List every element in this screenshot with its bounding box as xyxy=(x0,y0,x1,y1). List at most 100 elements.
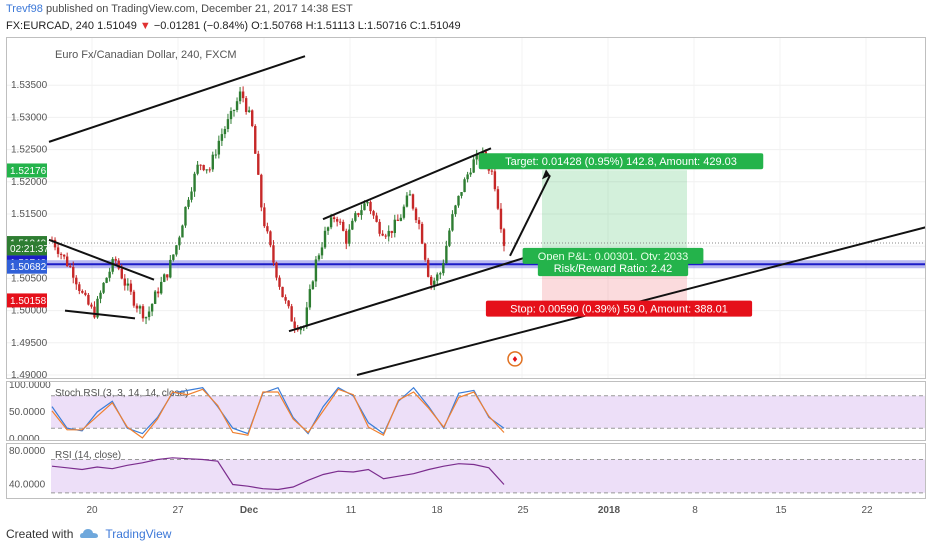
candle-body xyxy=(351,220,354,230)
candle-body xyxy=(360,210,363,216)
trend-line-long-support xyxy=(356,226,925,376)
candle-body xyxy=(451,214,454,231)
candle-body xyxy=(257,153,260,175)
candle-body xyxy=(414,208,418,221)
candle-body xyxy=(208,169,211,171)
candle-body xyxy=(175,245,178,255)
candle-body xyxy=(56,247,60,254)
candle-body xyxy=(287,300,290,307)
candle-body xyxy=(442,263,445,274)
price-tag xyxy=(7,241,47,256)
candle-body xyxy=(311,281,315,290)
candle-body xyxy=(93,306,96,318)
candle-body xyxy=(108,271,111,278)
pnl-label-text: Open P&L: 0.00301, Qty: 2033 xyxy=(538,251,688,263)
candle-body xyxy=(393,219,396,234)
candle-body xyxy=(120,268,123,279)
candle-body xyxy=(320,247,324,256)
candle-body xyxy=(78,284,81,291)
symbol-label: FX:EURCAD, 240 xyxy=(6,20,95,32)
candle-body xyxy=(305,307,309,327)
candle-body xyxy=(135,305,139,309)
candle-body xyxy=(178,237,181,246)
candle-body xyxy=(326,227,330,231)
candle-body xyxy=(308,289,312,308)
candle-body xyxy=(235,101,239,110)
event-flag-icon xyxy=(507,351,523,367)
candle-body xyxy=(369,201,372,212)
candle-body xyxy=(172,254,175,260)
candle-body xyxy=(217,140,221,155)
candle-body xyxy=(390,230,393,234)
price-tag xyxy=(7,163,47,178)
candle-body xyxy=(84,292,87,295)
candle-body xyxy=(69,266,72,268)
tradingview-link[interactable]: TradingView xyxy=(105,527,172,541)
x-tick-label: 8 xyxy=(692,505,698,516)
candle-body xyxy=(99,292,102,299)
oscillator-band xyxy=(51,459,925,493)
candle-body xyxy=(396,219,400,221)
oscillator-label: Stoch RSI (3, 3, 14, 14, close) xyxy=(55,388,188,399)
y-tick-label: 1.52500 xyxy=(11,145,48,156)
candle-body xyxy=(284,297,287,301)
candle-body xyxy=(223,129,227,135)
candle-body xyxy=(238,91,242,102)
candle-body xyxy=(87,294,90,305)
candle-body xyxy=(105,277,108,283)
oscillator-tick-label: 80.0000 xyxy=(9,446,46,457)
trend-line-channel-top xyxy=(322,147,492,221)
rsi-pane[interactable]: 80.0000 40.0000 RSI (14, close) xyxy=(6,443,926,499)
oscillator-label: RSI (14, close) xyxy=(55,450,121,461)
target-label-bg xyxy=(478,153,764,170)
oscillator-tick-label: 50.0000 xyxy=(9,407,46,418)
rsi-svg: 80.0000 40.0000 RSI (14, close) xyxy=(9,446,925,494)
price-tag xyxy=(7,259,47,274)
candle-body xyxy=(348,229,351,244)
tradingview-cloud-icon xyxy=(80,529,99,538)
candle-body xyxy=(166,274,169,278)
candle-body xyxy=(102,282,105,293)
candle-body xyxy=(160,281,163,294)
candle-body xyxy=(241,91,245,99)
price-tag-text: 1.50682 xyxy=(10,262,47,273)
candle-body xyxy=(457,195,460,206)
rr-label-bg xyxy=(537,260,689,277)
candle-body xyxy=(381,233,384,236)
candle-body xyxy=(187,199,190,207)
y-tick-label: 1.49500 xyxy=(11,338,48,349)
oscillator-series-line xyxy=(51,457,505,491)
close-value: 1.51049 xyxy=(420,20,461,32)
candle-body xyxy=(181,225,184,238)
candle-body xyxy=(132,291,136,306)
candle-body xyxy=(445,245,448,264)
candle-body xyxy=(357,213,360,216)
low-value: 1.50716 xyxy=(366,20,407,32)
candle-body xyxy=(260,174,263,208)
candle-body xyxy=(363,203,366,211)
candle-body xyxy=(469,172,472,175)
candle-body xyxy=(439,273,442,275)
candle-body xyxy=(144,317,148,319)
candle-body xyxy=(150,303,154,312)
author-link[interactable]: Trevf98 xyxy=(6,3,43,15)
candle-body xyxy=(378,221,381,234)
candle-body xyxy=(72,266,75,278)
projection-arrow-head xyxy=(542,169,550,180)
candle-body xyxy=(466,174,469,180)
price-pane[interactable]: 1.535001.530001.525001.520001.515001.510… xyxy=(6,37,926,379)
candle-body xyxy=(338,221,342,223)
open-value: 1.50768 xyxy=(262,20,303,32)
candle-body xyxy=(408,194,412,196)
candle-body xyxy=(417,220,421,224)
candle-body xyxy=(278,277,281,287)
oscillator-tick-label: 100.0000 xyxy=(9,382,51,391)
candle-body xyxy=(384,235,387,237)
created-with-text: Created with xyxy=(6,527,74,541)
candle-body xyxy=(472,159,475,173)
x-tick-label: 18 xyxy=(431,505,443,516)
candle-body xyxy=(81,290,84,293)
candle-body xyxy=(317,255,321,260)
candle-body xyxy=(387,230,390,237)
stoch-rsi-pane[interactable]: 100.0000 50.0000 0.0000 Stoch RSI (3, 3, 14… xyxy=(6,381,926,441)
